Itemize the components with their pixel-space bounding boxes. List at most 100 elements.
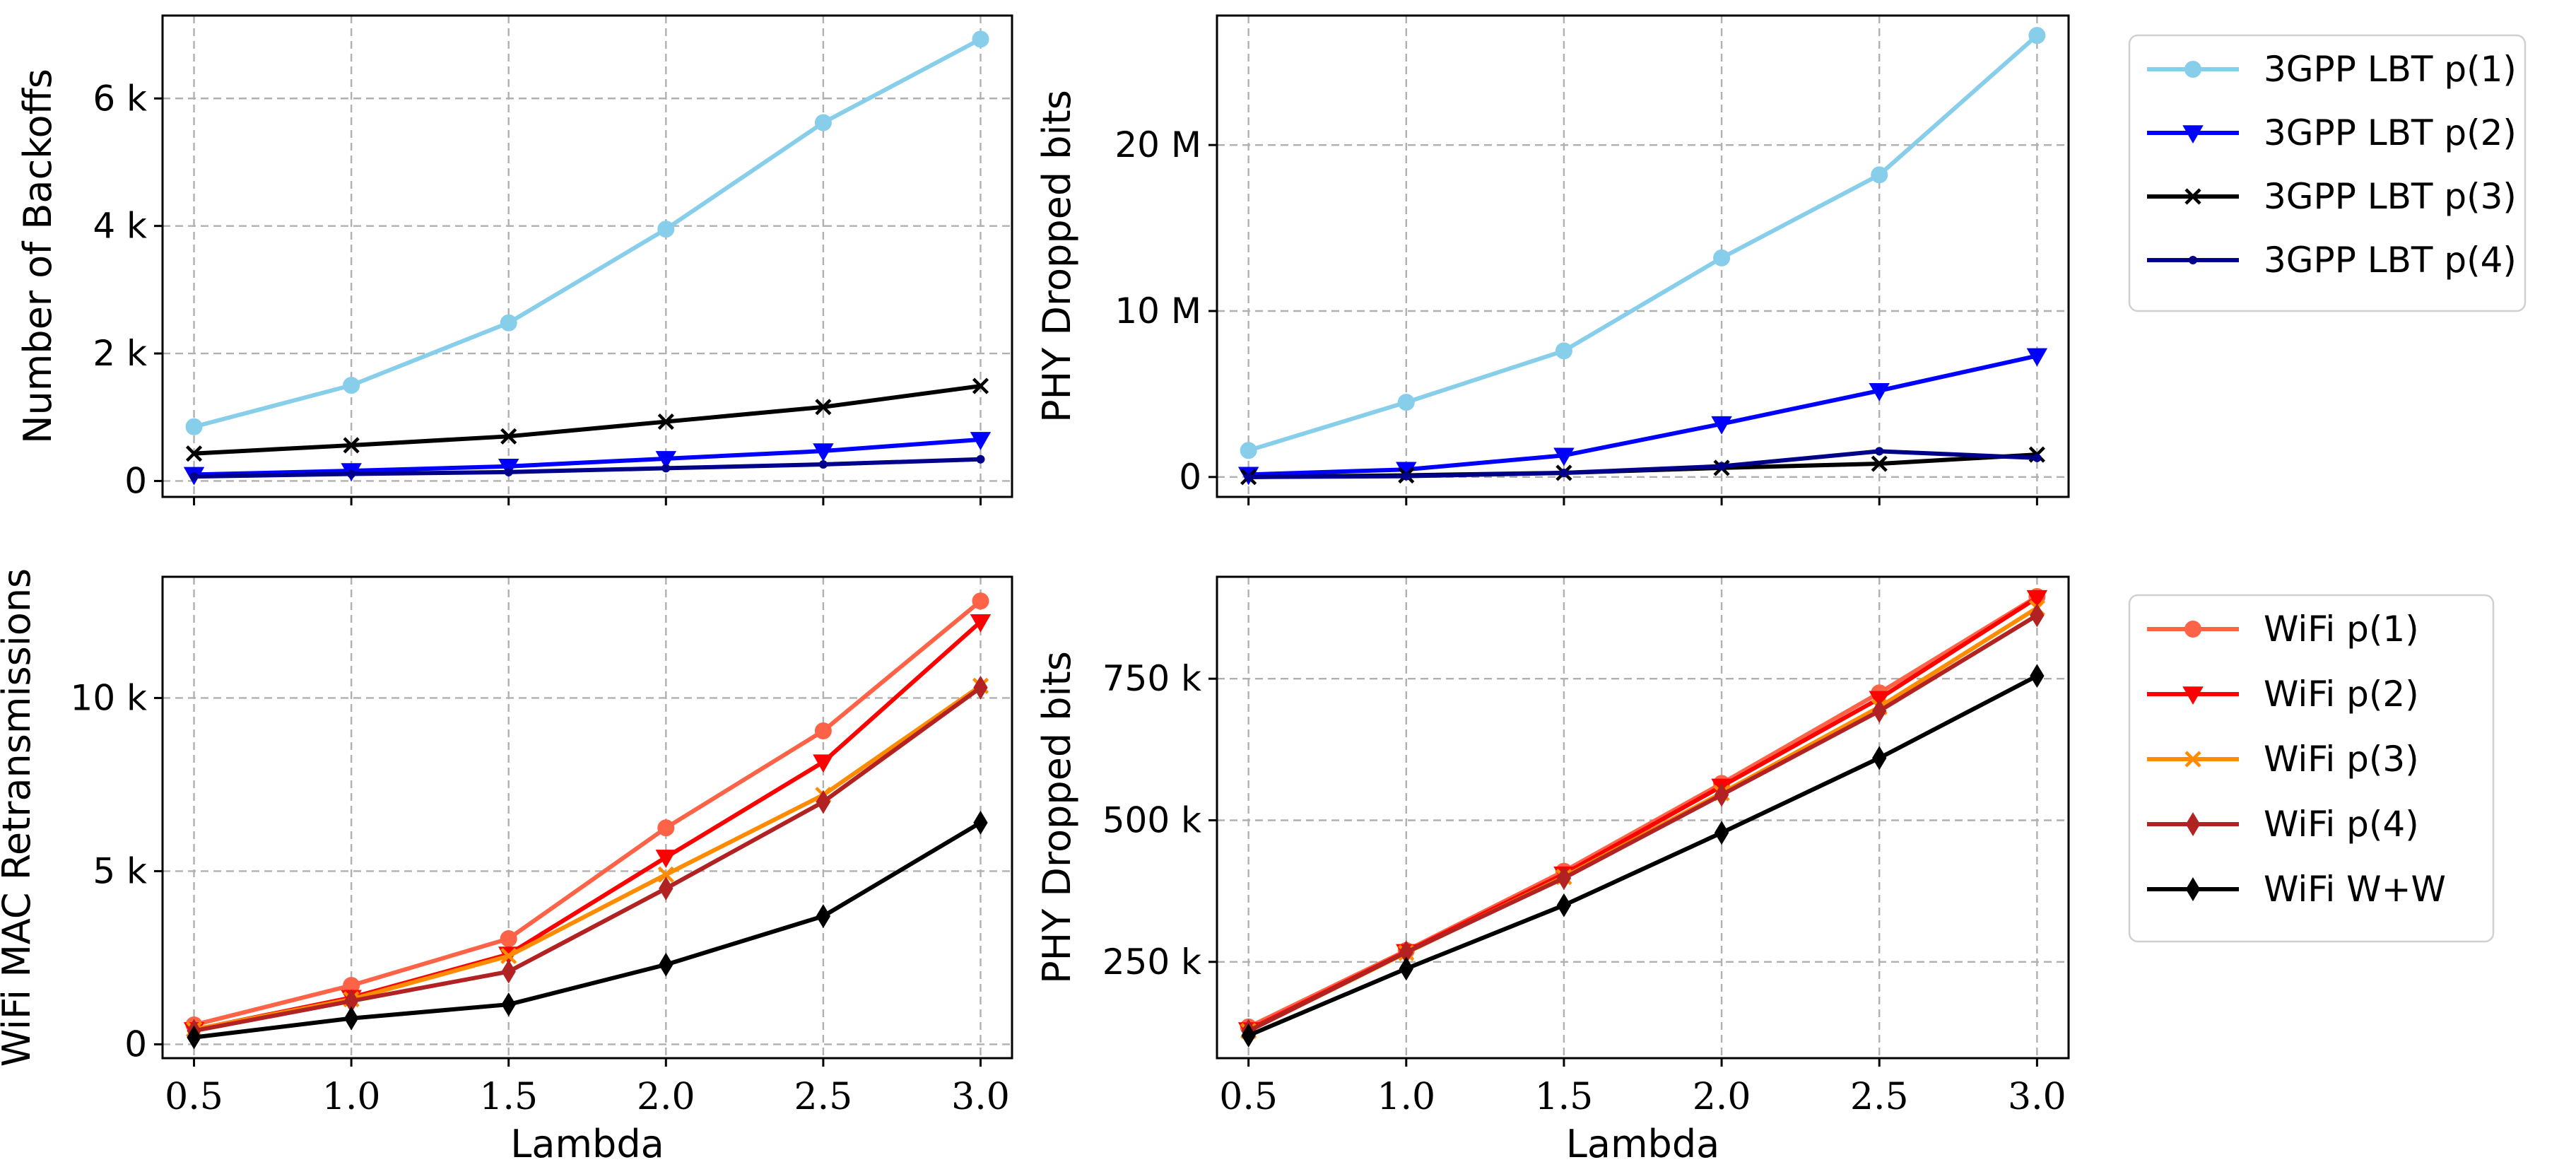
legend-label-wifi-p-2: WiFi p(2) [2264,674,2419,715]
panel-bottom-left: 0.5 1.0 1.5 2.0 2.5 3.0 0 5 k 10 k WiFi MAC Retra… [0,568,1013,1166]
y-axis-label: WiFi MAC Retransmissions [0,568,39,1067]
legend-label-3gpp-lbt-p-3: 3GPP LBT p(3) [2264,176,2517,217]
data-point-wifi-p-1 [814,722,832,740]
data-point-wifi-p-4 [973,675,988,700]
data-point-3gpp-lbt-p-3 [1871,455,1888,472]
data-point-3gpp-lbt-p-4 [189,472,199,481]
data-point-wifi-w-w [659,952,674,977]
data-point-3gpp-lbt-p-4 [1717,462,1727,471]
data-point-3gpp-lbt-p-1 [185,418,203,435]
legend-marker-3gpp-lbt-p-4 [2189,256,2197,264]
x-tick-label: 3.0 [2008,1076,2066,1118]
x-tick-label: 2.0 [637,1076,695,1118]
panel-bottom-right: 0.5 1.0 1.5 2.0 2.5 3.0 250 k 500 k 750 k PHY Dro… [1035,575,2070,1166]
data-point-3gpp-lbt-p-2 [1869,382,1890,401]
series-line-wifi-p-4 [192,685,983,1033]
data-point-wifi-w-w [1399,956,1413,981]
legend-label-wifi-p-3: WiFi p(3) [2264,739,2419,780]
data-point-wifi-p-2 [813,754,834,773]
series-line-3gpp-lbt-p-2 [1246,353,2040,477]
data-point-3gpp-lbt-p-4 [1401,471,1411,481]
series-line-wifi-p-2 [192,619,983,1032]
data-point-wifi-p-1 [657,819,675,837]
data-point-3gpp-lbt-p-4 [504,467,513,476]
data-point-wifi-w-w [501,992,516,1017]
x-tick-label: 0.5 [165,1076,223,1118]
data-point-wifi-p-4 [2030,603,2045,628]
y-tick-label: 10 k [71,677,148,718]
data-point-3gpp-lbt-p-2 [1711,416,1732,435]
x-tick-label: 3.0 [951,1076,1010,1118]
legend-label-3gpp-lbt-p-2: 3GPP LBT p(2) [2264,112,2517,153]
y-tick-label: 4 k [93,206,147,247]
series-line-3gpp-lbt-p-2 [192,437,983,477]
data-point-3gpp-lbt-p-1 [1240,442,1257,459]
legend-marker-3gpp-lbt-p-1 [2184,61,2201,78]
legend-marker-wifi-p-4 [2185,812,2201,836]
data-point-wifi-p-3 [500,947,517,965]
y-tick-label: 500 k [1102,800,1201,841]
y-tick-label: 5 k [93,850,147,891]
data-point-wifi-w-w [2030,664,2045,688]
data-point-3gpp-lbt-p-4 [1244,472,1253,481]
data-point-3gpp-lbt-p-1 [657,221,675,238]
x-tick-label: 1.0 [322,1076,381,1118]
y-tick-label: 0 [1179,457,1201,498]
data-point-3gpp-lbt-p-1 [1871,166,1888,184]
y-tick-label: 250 k [1102,942,1201,983]
panel-top-right: 0 10 M 20 M PHY Dropped bits [1035,14,2070,505]
data-point-3gpp-lbt-p-4 [661,464,671,473]
data-point-3gpp-lbt-p-4 [818,459,828,469]
data-point-3gpp-lbt-p-1 [1555,342,1572,360]
data-point-3gpp-lbt-p-1 [2028,27,2046,45]
series-line-wifi-w-w [1246,674,2040,1038]
data-point-3gpp-lbt-p-1 [1713,249,1731,266]
series-line-3gpp-lbt-p-4 [192,457,983,479]
data-point-3gpp-lbt-p-3 [185,445,203,462]
legend-marker-wifi-p-2 [2182,686,2204,705]
data-point-3gpp-lbt-p-4 [1875,447,1884,456]
plot-frame [161,575,1013,1060]
x-tick-label: 1.5 [479,1076,538,1118]
data-point-wifi-w-w [1714,821,1729,845]
legend-marker-3gpp-lbt-p-3 [2184,188,2201,205]
data-point-3gpp-lbt-p-3 [657,413,674,430]
data-point-wifi-w-w [816,904,831,929]
x-tick-label: 2.5 [1850,1076,1909,1118]
data-point-wifi-p-4 [1714,782,1729,807]
data-point-wifi-w-w [1556,893,1572,917]
y-tick-label: 10 M [1114,291,1201,332]
data-point-3gpp-lbt-p-1 [1397,394,1415,411]
data-point-3gpp-lbt-p-4 [347,469,356,479]
y-axis-label: PHY Dropped bits [1035,651,1079,984]
legend-marker-wifi-p-1 [2184,621,2201,638]
data-point-3gpp-lbt-p-1 [500,314,517,332]
y-axis-label: Number of Backoffs [16,69,60,444]
data-point-wifi-p-4 [501,959,516,984]
data-point-3gpp-lbt-p-1 [343,377,360,394]
data-point-3gpp-lbt-p-3 [343,437,360,454]
legend-label-wifi-w-w: WiFi W+W [2264,869,2446,910]
data-point-3gpp-lbt-p-3 [815,399,832,416]
y-tick-label: 750 k [1102,658,1201,699]
y-tick-label: 6 k [93,78,147,119]
x-tick-label: 2.5 [794,1076,853,1118]
y-tick-label: 2 k [93,333,147,374]
series-line-wifi-p-1 [192,599,983,1027]
data-point-3gpp-lbt-p-2 [2026,348,2048,367]
data-point-3gpp-lbt-p-4 [1559,468,1568,477]
data-point-wifi-p-2 [970,614,992,633]
series-line-3gpp-lbt-p-1 [192,37,983,429]
data-point-wifi-p-2 [2026,590,2048,609]
legend-frame [2128,594,2495,943]
legend-label-wifi-p-4: WiFi p(4) [2264,804,2419,845]
legend-marker-wifi-p-3 [2184,751,2201,768]
legend-label-wifi-p-1: WiFi p(1) [2264,609,2419,650]
data-point-3gpp-lbt-p-3 [972,377,989,394]
data-point-3gpp-lbt-p-3 [500,428,517,445]
series-line-3gpp-lbt-p-3 [1246,452,2040,479]
series-line-wifi-p-3 [192,684,983,1032]
data-point-3gpp-lbt-p-4 [2033,453,2042,462]
data-point-3gpp-lbt-p-2 [970,432,992,450]
